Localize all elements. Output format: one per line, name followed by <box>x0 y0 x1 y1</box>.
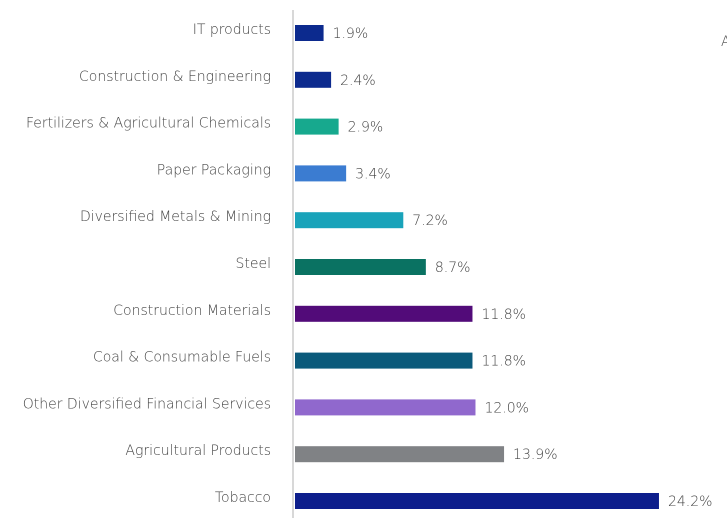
category-label: Other Diversified Financial Services <box>23 396 271 412</box>
bar <box>295 305 473 322</box>
value-label: 2.9% <box>348 120 384 136</box>
value-label: 11.8% <box>481 307 525 323</box>
category-label: Tobacco <box>215 490 271 506</box>
value-label: 24.2% <box>668 494 712 510</box>
category-label: Construction & Engineering <box>79 69 271 85</box>
bar <box>295 399 476 416</box>
category-label: Paper Packaging <box>157 162 271 178</box>
value-label: 1.9% <box>333 26 369 42</box>
value-label: 8.7% <box>435 260 471 276</box>
value-label: 12.0% <box>484 400 528 416</box>
bar <box>295 165 347 182</box>
value-label: 13.9% <box>513 447 557 463</box>
value-label: 7.2% <box>412 213 448 229</box>
category-label: Agricultural Products <box>125 443 271 459</box>
value-label: 11.8% <box>481 354 525 370</box>
bar <box>295 212 404 229</box>
bar <box>295 352 473 369</box>
value-label: 2.4% <box>340 73 376 89</box>
bar <box>295 259 426 275</box>
category-label: Diversified Metals & Mining <box>80 209 271 225</box>
category-label: Steel <box>236 256 272 272</box>
bar <box>295 25 324 41</box>
category-label: Coal & Consumable Fuels <box>93 350 271 366</box>
category-label: Fertilizers & Agricultural Chemicals <box>26 116 271 132</box>
bar <box>295 71 332 88</box>
bar <box>295 493 659 509</box>
annotation: A <box>721 34 727 50</box>
bar <box>295 446 505 463</box>
bar <box>295 118 339 135</box>
category-label: IT products <box>193 22 271 38</box>
value-label: 3.4% <box>355 166 391 182</box>
category-label: Construction Materials <box>113 303 271 319</box>
